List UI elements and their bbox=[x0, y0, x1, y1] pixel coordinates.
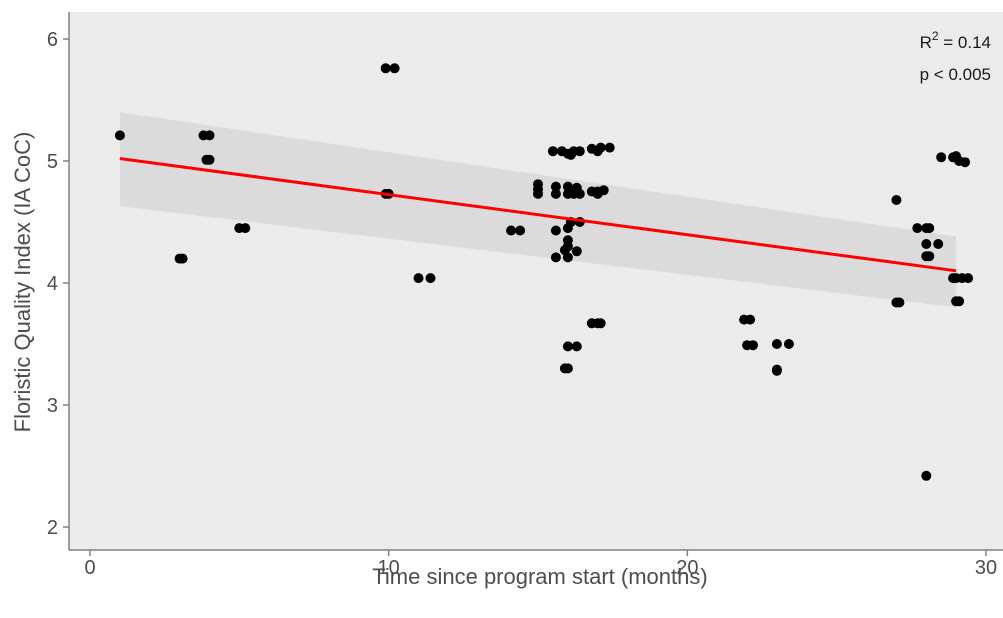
data-point bbox=[604, 142, 615, 153]
data-point bbox=[562, 181, 573, 192]
data-point bbox=[204, 154, 215, 165]
data-point bbox=[963, 273, 974, 284]
data-point bbox=[425, 273, 436, 284]
r-squared-superscript: 2 bbox=[932, 29, 939, 43]
data-point bbox=[413, 273, 424, 284]
x-axis-title: Time since program start (months) bbox=[372, 564, 707, 589]
points-layer bbox=[114, 63, 974, 481]
confidence-band-layer bbox=[119, 112, 957, 308]
data-point bbox=[924, 251, 935, 262]
p-value-annotation: p < 0.005 bbox=[920, 65, 991, 84]
data-point bbox=[574, 146, 585, 157]
r-squared-value: = 0.14 bbox=[939, 33, 991, 52]
data-point bbox=[114, 130, 125, 141]
data-point bbox=[771, 339, 782, 349]
data-point bbox=[571, 246, 582, 257]
fit-line-layer bbox=[119, 157, 957, 273]
data-point bbox=[562, 341, 573, 352]
data-point bbox=[595, 142, 606, 153]
data-point bbox=[506, 225, 517, 236]
regression-line bbox=[119, 157, 957, 273]
data-point bbox=[380, 63, 391, 74]
data-point bbox=[783, 339, 794, 349]
data-point bbox=[748, 340, 758, 351]
data-point bbox=[771, 365, 782, 376]
data-point bbox=[912, 223, 923, 234]
x-tick-label: 10 bbox=[378, 557, 400, 579]
data-point bbox=[389, 63, 400, 74]
x-tick-label: 0 bbox=[84, 557, 95, 579]
data-point bbox=[924, 223, 935, 234]
data-point bbox=[562, 363, 573, 374]
y-tick-label: 2 bbox=[47, 517, 58, 539]
y-axis-title: Floristic Quality Index (IA CoC) bbox=[10, 132, 35, 433]
data-point bbox=[574, 188, 585, 199]
data-point bbox=[547, 146, 558, 157]
data-point bbox=[562, 252, 573, 263]
data-point bbox=[515, 225, 526, 236]
data-point bbox=[240, 223, 251, 234]
data-point bbox=[921, 470, 932, 481]
data-point bbox=[921, 239, 932, 249]
y-tick-label: 5 bbox=[47, 151, 58, 173]
data-point bbox=[592, 188, 603, 199]
data-point bbox=[550, 181, 561, 192]
y-tick-label: 3 bbox=[47, 395, 58, 417]
data-point bbox=[550, 252, 561, 263]
data-point bbox=[550, 225, 561, 236]
data-point bbox=[933, 239, 944, 249]
data-point bbox=[571, 341, 582, 352]
data-point bbox=[533, 188, 543, 199]
x-tick-label: 30 bbox=[975, 557, 997, 579]
data-point bbox=[960, 157, 971, 168]
data-point bbox=[936, 152, 947, 163]
data-point bbox=[177, 253, 188, 264]
data-point bbox=[595, 318, 606, 329]
data-point bbox=[891, 195, 902, 205]
data-point bbox=[204, 130, 215, 141]
data-point bbox=[745, 314, 756, 325]
y-tick-label: 6 bbox=[47, 29, 58, 51]
y-ticks: 2 3 4 5 6 bbox=[47, 29, 69, 539]
y-tick-label: 4 bbox=[47, 273, 58, 295]
data-point bbox=[894, 297, 905, 308]
r-squared-label: R bbox=[920, 33, 932, 52]
x-tick-label: 20 bbox=[676, 557, 698, 579]
data-point bbox=[550, 188, 561, 199]
x-ticks: 0 10 20 30 bbox=[84, 550, 997, 579]
data-point bbox=[954, 296, 965, 307]
r-squared-annotation: R2 = 0.14 bbox=[920, 29, 991, 52]
confidence-band bbox=[119, 112, 957, 308]
